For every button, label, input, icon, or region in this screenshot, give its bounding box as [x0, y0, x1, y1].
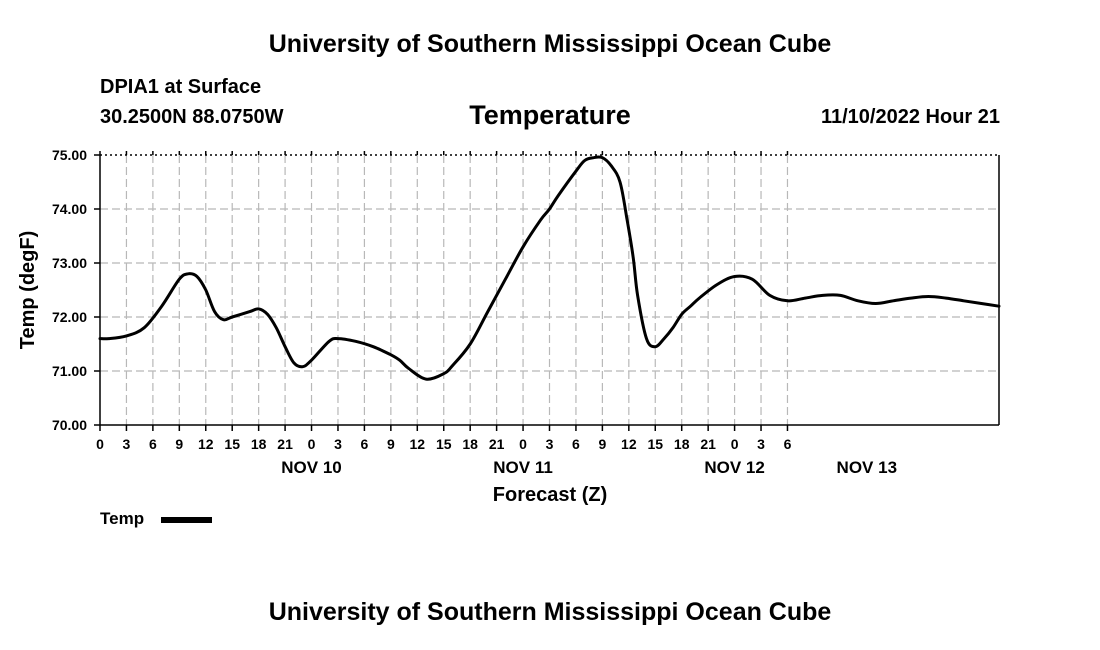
variable-title: Temperature [469, 100, 631, 130]
x-tick-label: 0 [519, 436, 527, 452]
x-tick-label: 9 [175, 436, 183, 452]
x-tick-label: 3 [546, 436, 554, 452]
date-label: NOV 10 [281, 458, 341, 477]
x-tick-label: 18 [674, 436, 690, 452]
x-tick-label: 3 [334, 436, 342, 452]
x-tick-label: 12 [198, 436, 214, 452]
legend-label: Temp [100, 509, 145, 528]
y-tick-label: 72.00 [52, 309, 87, 325]
x-tick-label: 21 [489, 436, 505, 452]
x-tick-label: 9 [598, 436, 606, 452]
y-tick-label: 71.00 [52, 363, 87, 379]
x-tick-label: 15 [436, 436, 452, 452]
x-axis-label: Forecast (Z) [493, 484, 607, 506]
x-tick-label: 6 [361, 436, 369, 452]
x-tick-label: 12 [410, 436, 426, 452]
x-tick-label: 12 [621, 436, 637, 452]
datetime-label: 11/10/2022 Hour 21 [820, 106, 1000, 128]
coordinates-label: 30.2500N 88.0750W [100, 106, 284, 128]
date-label: NOV 12 [704, 458, 764, 477]
ticks: 70.00 71.00 72.00 73.00 74.00 75.00 0 3 6 9 12 15 18… [52, 147, 897, 477]
series-layer [98, 155, 1001, 381]
date-label: NOV 13 [837, 458, 897, 477]
x-tick-label: 6 [149, 436, 157, 452]
legend-swatch [161, 517, 212, 523]
x-tick-label: 3 [123, 436, 131, 452]
date-label: NOV 11 [493, 458, 553, 477]
grid [100, 155, 999, 425]
x-tick-label: 6 [572, 436, 580, 452]
x-tick-label: 21 [700, 436, 716, 452]
x-tick-label: 6 [784, 436, 792, 452]
chart-title: University of Southern Mississippi Ocean… [268, 30, 832, 58]
y-tick-label: 75.00 [52, 147, 87, 163]
y-tick-label: 74.00 [52, 201, 87, 217]
x-tick-label: 21 [277, 436, 293, 452]
x-tick-label: 18 [251, 436, 267, 452]
x-tick-label: 0 [308, 436, 316, 452]
x-tick-label: 15 [224, 436, 240, 452]
x-tick-label: 0 [96, 436, 104, 452]
x-tick-label: 0 [731, 436, 739, 452]
station-label: DPIA1 at Surface [100, 76, 262, 98]
y-tick-label: 70.00 [52, 417, 87, 433]
y-axis-label: Temp (degF) [17, 231, 39, 350]
footer-title: University of Southern Mississippi Ocean… [268, 598, 832, 626]
series-line-temp [98, 155, 1001, 381]
x-tick-label: 9 [387, 436, 395, 452]
x-tick-label: 3 [757, 436, 765, 452]
x-tick-label: 18 [462, 436, 478, 452]
y-tick-label: 73.00 [52, 255, 87, 271]
x-tick-label: 15 [647, 436, 663, 452]
